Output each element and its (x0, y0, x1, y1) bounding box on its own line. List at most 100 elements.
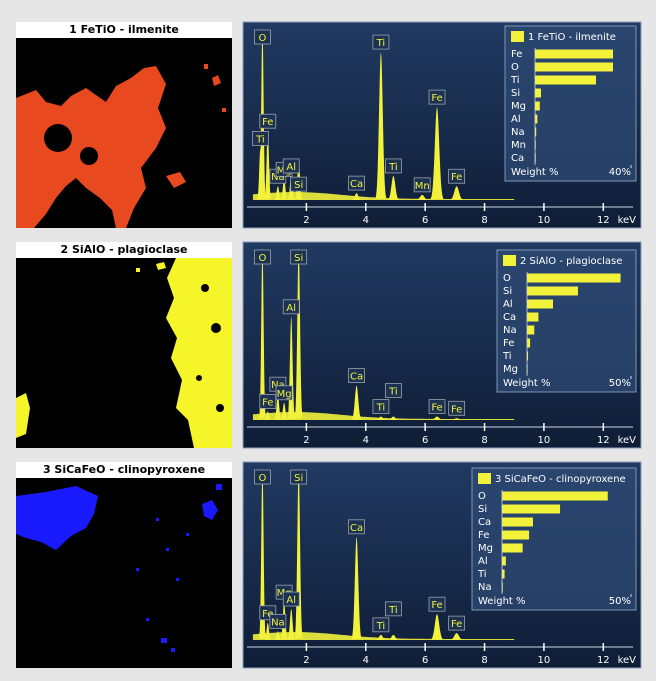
bar (535, 75, 596, 85)
peak-label-box (290, 249, 308, 265)
x-tick-label: 10 (538, 435, 551, 446)
peak-label-box (448, 400, 466, 416)
phase-map (16, 478, 232, 668)
category-label: Al (511, 114, 521, 125)
peak-label-box (384, 601, 402, 617)
x-tick-label: 8 (481, 435, 487, 446)
peak-label-box (259, 393, 277, 409)
weight-tick-label: 40% (609, 167, 631, 178)
peak-label: Al (286, 595, 296, 606)
peak-label-box (413, 177, 431, 193)
bar (502, 517, 533, 527)
peak-label: Si (294, 253, 303, 264)
peak-label-box (428, 399, 446, 414)
peak-label: Fe (262, 609, 273, 620)
peak (280, 179, 288, 200)
category-label: Fe (503, 338, 514, 349)
phase-map (16, 38, 232, 228)
category-label: Si (511, 88, 520, 99)
weight-tick-label: 50% (609, 596, 631, 607)
peak (430, 614, 444, 640)
weight-tick-label: 50% (609, 378, 631, 389)
peak-label: Ti (388, 162, 398, 173)
peak-label: Ca (350, 179, 363, 190)
bar (535, 62, 613, 72)
x-tick-label: 10 (538, 215, 551, 226)
peak (449, 418, 464, 420)
x-tick-label: 4 (363, 655, 369, 666)
x-tick-label: 6 (422, 435, 428, 446)
bar (527, 299, 553, 309)
peak-label-box (282, 299, 300, 315)
bar (535, 88, 541, 98)
peak-label-box (348, 519, 365, 535)
peak (287, 609, 296, 640)
peak-label-box (290, 469, 308, 485)
peak-label-box (372, 399, 390, 414)
weight-axis-label: Weight % (503, 378, 551, 389)
bar (527, 351, 529, 361)
bar (502, 504, 561, 514)
peak-label-box (269, 614, 287, 629)
x-tick-label: 2 (303, 435, 309, 446)
x-tick-label: 12 (597, 655, 610, 666)
peak-label: O (259, 33, 267, 44)
background-continuum (252, 192, 515, 200)
peak-label: Fe (451, 619, 462, 630)
bar (527, 286, 578, 296)
category-label: Mn (511, 140, 526, 151)
peak-label-box (275, 385, 293, 401)
category-label: Ti (510, 75, 520, 86)
x-tick-label: 6 (422, 215, 428, 226)
category-label: Ca (511, 153, 524, 164)
legend-label: 1 FeTiO - ilmenite (528, 32, 616, 43)
map-title-bar (16, 462, 232, 478)
peak-label: Ti (255, 134, 265, 145)
x-axis-label: keV (618, 435, 637, 446)
category-label: Ca (478, 517, 491, 528)
inset-panel (471, 467, 637, 611)
peak (375, 416, 387, 420)
x-tick-label: 4 (363, 215, 369, 226)
legend-swatch (503, 255, 516, 266)
category-label: Ti (502, 351, 512, 362)
phase-map (16, 258, 232, 448)
category-label: Al (503, 299, 513, 310)
peak-label-box (448, 168, 466, 184)
x-tick-label: 10 (538, 655, 551, 666)
bar (502, 491, 608, 501)
map-title-bar (16, 242, 232, 258)
peak (273, 631, 282, 640)
bar (535, 114, 538, 124)
legend-label: 3 SiCaFeO - clinopyroxene (495, 474, 626, 485)
x-axis-label: keV (618, 215, 637, 226)
bar (535, 101, 540, 111)
peak-label-box (384, 158, 402, 174)
peak-label: Ti (376, 38, 386, 49)
category-label: Na (478, 582, 492, 593)
peak-label: Fe (262, 397, 273, 408)
peak (264, 411, 272, 420)
category-label: Al (478, 556, 488, 567)
peak-label: Ti (388, 605, 398, 616)
category-label: O (503, 273, 511, 284)
peak-label-box (282, 591, 300, 607)
peak-label: Al (286, 162, 296, 173)
peak-label-box (251, 130, 269, 146)
peak-label-box (282, 158, 300, 174)
peak-label: Fe (451, 172, 462, 183)
bar (502, 569, 505, 579)
peak-label-box (384, 383, 402, 398)
peak-label: O (259, 473, 267, 484)
x-tick-label: 12 (597, 215, 610, 226)
peak (449, 633, 464, 640)
peak-label-box (448, 615, 466, 631)
category-label: Na (503, 325, 517, 336)
bar (527, 338, 531, 348)
peak-label: Fe (451, 404, 462, 415)
x-tick-label: 6 (422, 655, 428, 666)
peak (273, 394, 282, 420)
bar (527, 312, 539, 322)
peak-label-box (254, 469, 271, 485)
peak-label-box (348, 368, 365, 384)
